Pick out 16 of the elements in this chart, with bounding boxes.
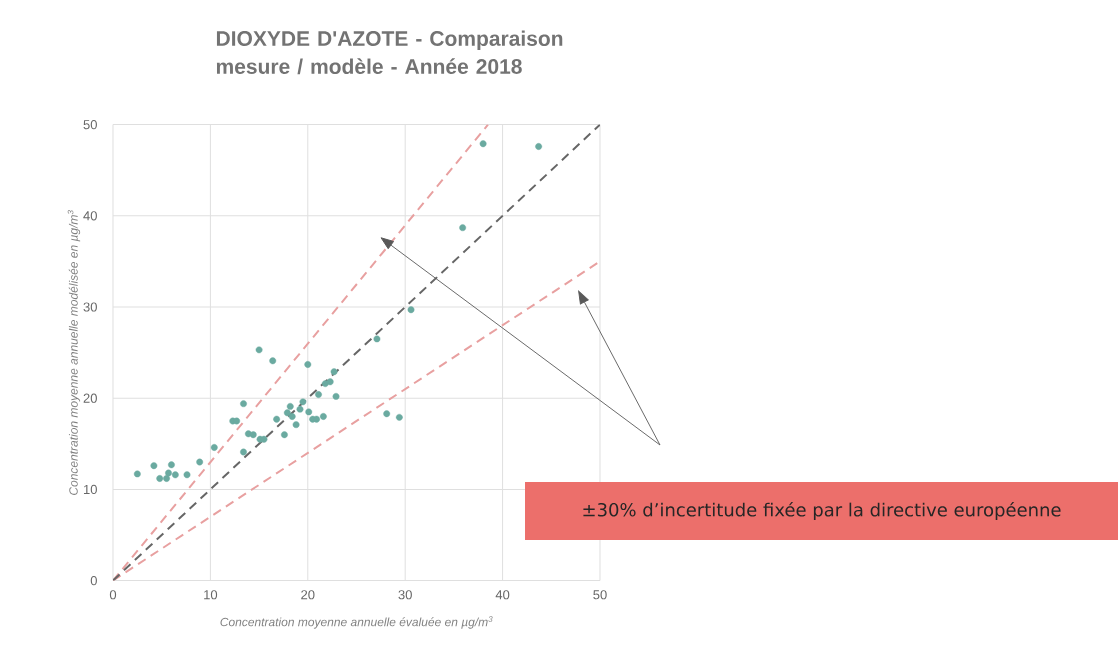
annotation: ±30% d’incertitude fixée par la directive européenne (583, 501, 1061, 521)
y-tick-label: 30 (83, 302, 97, 312)
x-tick-label: 20 (301, 590, 315, 600)
y-tick-label: 10 (83, 484, 97, 494)
y-tick-label: 40 (83, 211, 97, 221)
y-tick-label: 50 (83, 120, 97, 130)
x-tick-label: 0 (109, 590, 117, 600)
chart-title: DIOXYDE D'AZOTE - Comparaison mesure / modèle - Année 2018 (216, 30, 563, 75)
x-tick-label: 30 (398, 590, 412, 600)
y-axis-title: Concentration moyenne annuelle modélisée en µg/m$^{3}$ (67, 210, 81, 495)
y-tick-label: 0 (90, 575, 97, 586)
x-axis-title: Concentration moyenne annuelle évaluée en µg/m$^{3}$ (220, 616, 493, 629)
x-tick-label: 40 (495, 590, 510, 600)
y-tick-label: 20 (83, 393, 97, 403)
x-tick-label: 10 (204, 590, 218, 600)
x-tick-label: 50 (593, 590, 607, 600)
